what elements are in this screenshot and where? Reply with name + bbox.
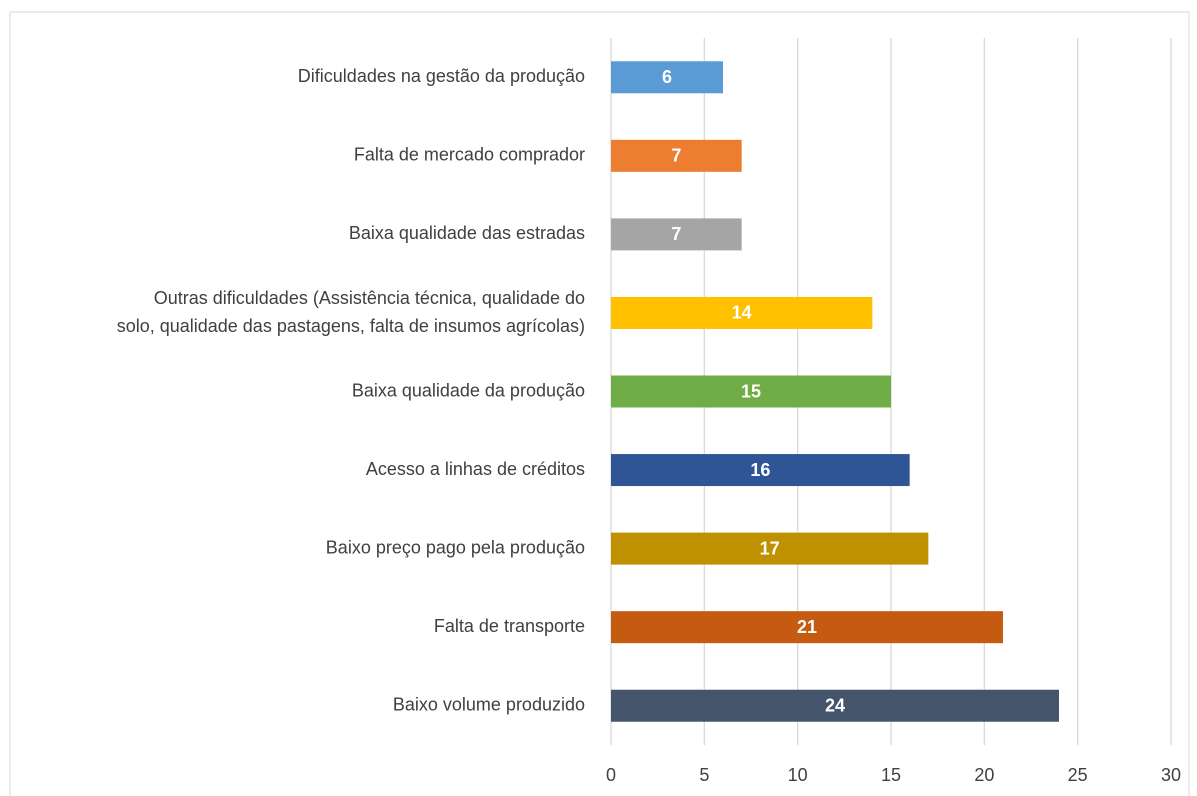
x-tick-label: 5 bbox=[699, 765, 709, 785]
y-tick-label: Baixa qualidade da produção bbox=[352, 380, 585, 400]
bar bbox=[611, 611, 1003, 644]
value-label: 16 bbox=[750, 460, 770, 480]
y-tick-label: Baixo volume produzido bbox=[393, 694, 585, 714]
bar bbox=[611, 218, 742, 251]
bar bbox=[611, 454, 910, 487]
y-tick-label: Dificuldades na gestão da produção bbox=[298, 66, 585, 86]
y-tick-label: Falta de transporte bbox=[434, 616, 585, 636]
value-label: 7 bbox=[671, 224, 681, 244]
y-tick-label: Outras dificuldades (Assistência técnica… bbox=[117, 288, 585, 336]
value-label: 24 bbox=[825, 695, 845, 715]
x-tick-label: 15 bbox=[881, 765, 901, 785]
bar bbox=[611, 139, 742, 172]
value-label: 21 bbox=[797, 617, 817, 637]
chart-frame bbox=[9, 11, 1190, 796]
y-tick-label: Baixa qualidade das estradas bbox=[349, 223, 585, 243]
value-label: 14 bbox=[732, 303, 752, 323]
bar bbox=[611, 689, 1059, 722]
bar bbox=[611, 296, 873, 329]
y-tick-label: Falta de mercado comprador bbox=[354, 145, 585, 165]
x-tick-label: 20 bbox=[974, 765, 994, 785]
x-tick-label: 25 bbox=[1068, 765, 1088, 785]
value-label: 7 bbox=[671, 146, 681, 166]
x-tick-label: 0 bbox=[606, 765, 616, 785]
value-label: 6 bbox=[662, 67, 672, 87]
x-tick-label: 30 bbox=[1161, 765, 1181, 785]
bar bbox=[611, 61, 723, 94]
bar bbox=[611, 375, 891, 408]
bar bbox=[611, 532, 929, 565]
x-tick-label: 10 bbox=[788, 765, 808, 785]
value-label: 17 bbox=[760, 538, 780, 558]
y-tick-label: Baixo preço pago pela produção bbox=[326, 537, 585, 557]
y-tick-label: Acesso a linhas de créditos bbox=[366, 459, 585, 479]
value-label: 15 bbox=[741, 381, 761, 401]
